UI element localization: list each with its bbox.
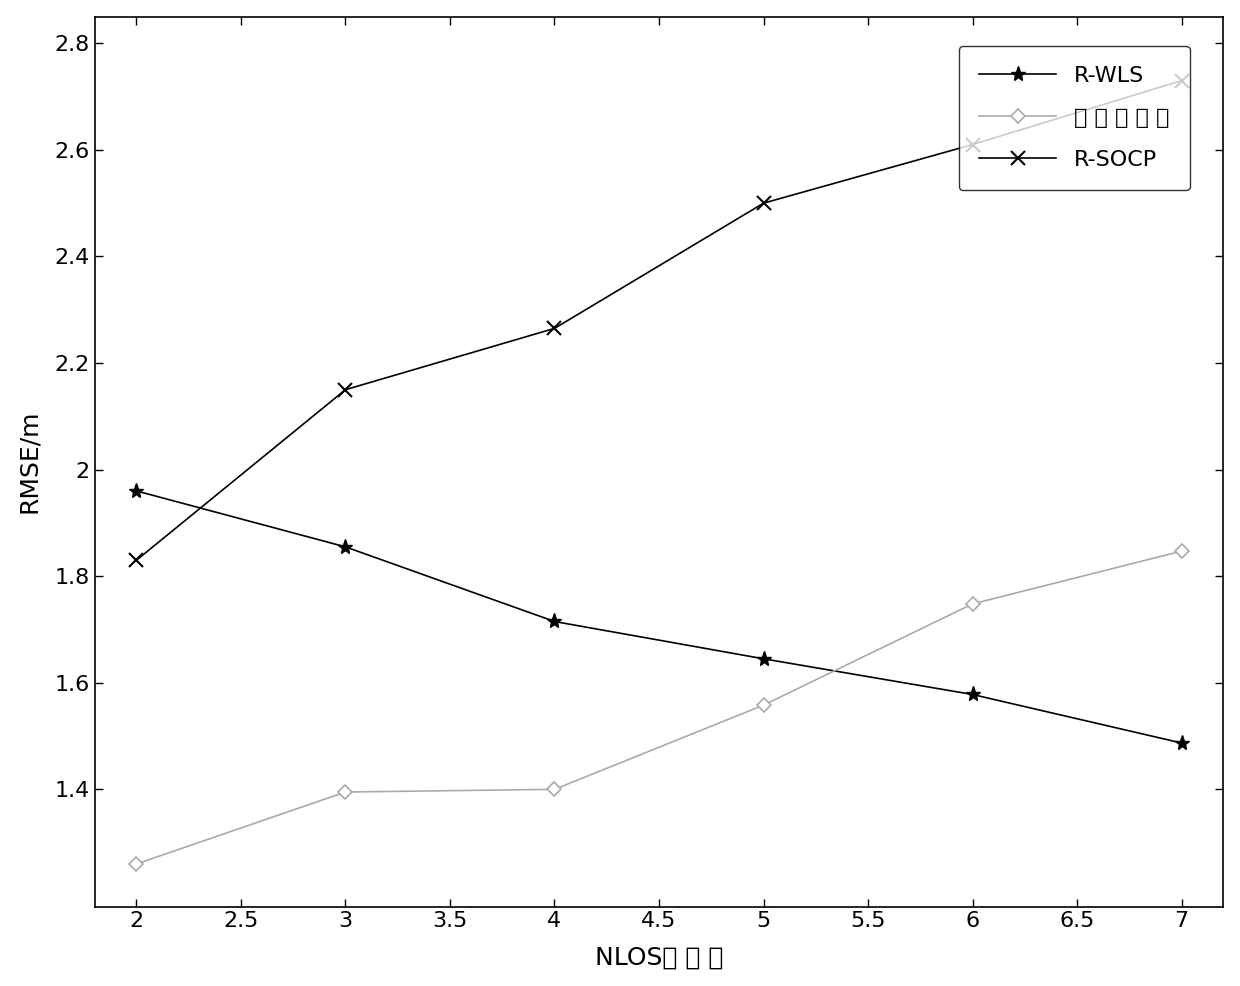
R-SOCP <box>965 139 980 151</box>
R-WLS <box>129 485 144 497</box>
本 发 明 方 法 <box>129 858 144 870</box>
R-WLS <box>965 688 980 700</box>
R-SOCP <box>339 384 353 395</box>
R-SOCP <box>756 197 771 209</box>
R-WLS <box>547 615 562 627</box>
本 发 明 方 法 <box>1174 545 1189 557</box>
R-WLS <box>756 653 771 665</box>
本 发 明 方 法 <box>756 699 771 711</box>
Line: R-WLS: R-WLS <box>129 483 1189 750</box>
Legend: R-WLS, 本 发 明 方 法, R-SOCP: R-WLS, 本 发 明 方 法, R-SOCP <box>959 45 1189 190</box>
Line: 本 发 明 方 法: 本 发 明 方 法 <box>131 546 1187 869</box>
R-SOCP <box>547 322 562 334</box>
本 发 明 方 法 <box>339 786 353 798</box>
R-WLS <box>1174 738 1189 749</box>
X-axis label: NLOS链 路 数: NLOS链 路 数 <box>595 946 723 969</box>
本 发 明 方 法 <box>965 598 980 609</box>
R-SOCP <box>1174 75 1189 87</box>
Y-axis label: RMSE/m: RMSE/m <box>16 410 41 514</box>
本 发 明 方 法 <box>547 784 562 796</box>
Line: R-SOCP: R-SOCP <box>129 74 1188 567</box>
R-SOCP <box>129 554 144 566</box>
R-WLS <box>339 541 353 553</box>
